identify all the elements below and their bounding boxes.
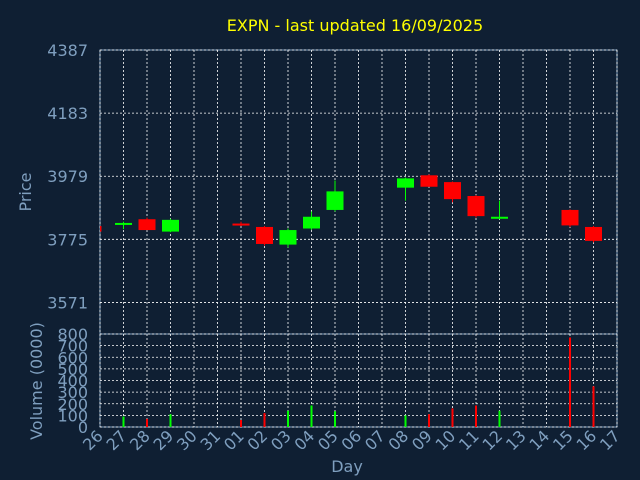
volume-tick-label: 800 [57, 325, 88, 344]
volume-bar [146, 418, 148, 427]
candle-body [561, 209, 579, 226]
candle-body [585, 226, 602, 241]
candle-body [256, 226, 273, 244]
candle-body [444, 182, 461, 200]
volume-bar [428, 414, 430, 427]
price-axis-label: Price [16, 172, 35, 211]
candle-body [467, 196, 485, 217]
volume-bar [404, 415, 407, 427]
candle-body [420, 175, 438, 187]
candle-body [303, 216, 320, 229]
volume-panel: 0100200300400500600700800262728293031010… [57, 325, 623, 454]
chart-title: EXPN - last updated 16/09/2025 [227, 16, 483, 35]
candle-body [100, 226, 102, 232]
candle-body [115, 222, 132, 225]
volume-bar [122, 416, 125, 427]
price-tick-label: 3979 [47, 167, 88, 186]
volume-bar [475, 405, 477, 427]
candle-body [279, 230, 297, 245]
price-tick-label: 3571 [47, 293, 88, 312]
volume-bar [263, 413, 266, 427]
price-tick-label: 4183 [47, 104, 88, 123]
candles-group [100, 174, 602, 248]
candle-body [232, 223, 250, 226]
volume-bar [498, 410, 501, 427]
price-tick-label: 4387 [47, 41, 88, 60]
volume-tick-label: 700 [57, 337, 88, 356]
price-panel: 3571 3775 3979 4183 4387 [47, 41, 618, 335]
volume-tick-label: 300 [57, 383, 88, 402]
volume-tick-label: 100 [57, 406, 88, 425]
volume-axis-label: Volume (0000) [27, 322, 46, 440]
day-tick-label: 17 [596, 426, 624, 454]
volume-bar [287, 410, 289, 427]
volume-tick-label: 500 [57, 360, 88, 379]
volume-bar [451, 408, 454, 427]
volume-bar [169, 414, 172, 427]
candle-body [491, 216, 508, 219]
volume-tick-label: 200 [57, 395, 88, 414]
volume-bar [310, 405, 313, 427]
price-tick-label: 3775 [47, 230, 88, 249]
candle-body [138, 219, 156, 231]
volume-tick-label: 0 [78, 418, 88, 437]
candle-body [162, 219, 179, 232]
candle-body [326, 191, 344, 210]
day-axis-label: Day [331, 457, 363, 476]
volume-bar [240, 420, 242, 427]
candle-body [397, 178, 414, 188]
volume-bar [569, 337, 571, 427]
volume-tick-label: 600 [57, 348, 88, 367]
volume-bar [334, 411, 336, 427]
volume-bar [592, 386, 595, 427]
volume-tick-label: 400 [57, 372, 88, 391]
